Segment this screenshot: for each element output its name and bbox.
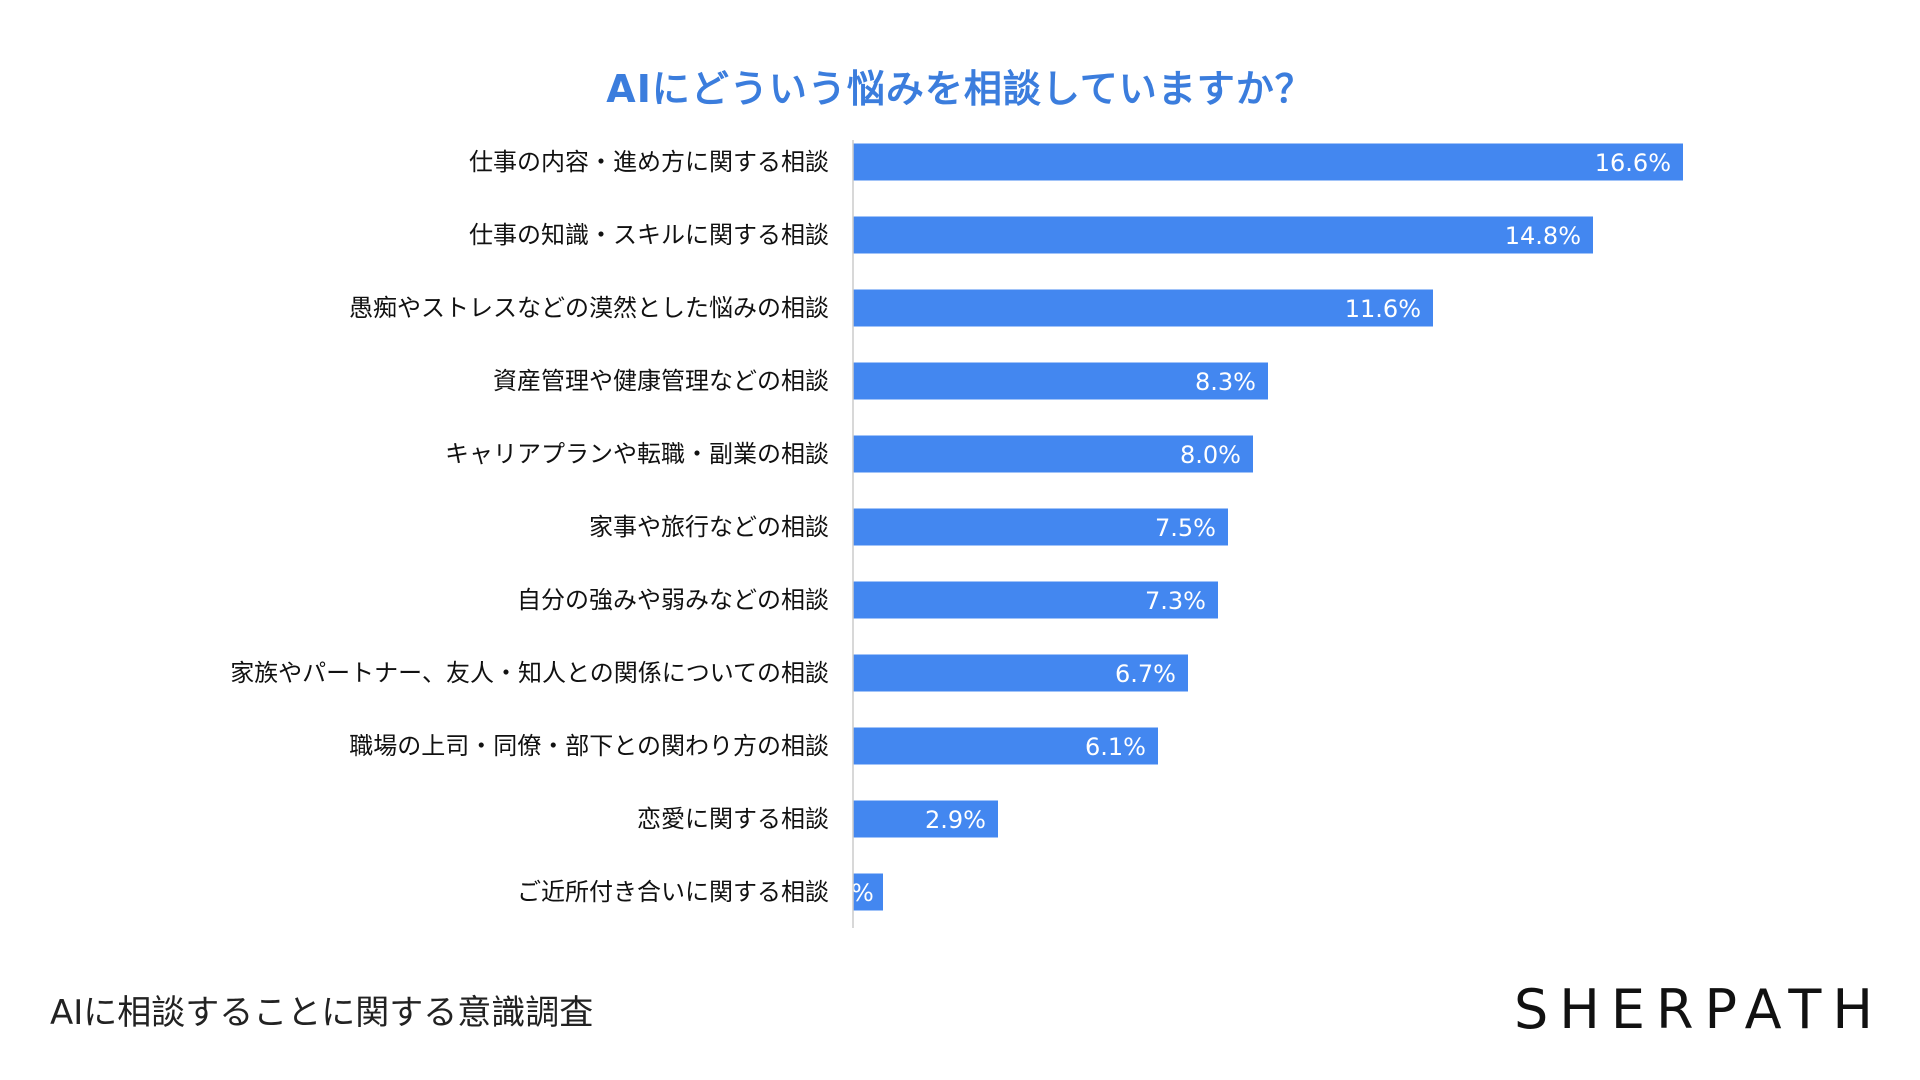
category-label: 自分の強みや弱みなどの相談: [517, 586, 829, 614]
value-label: 2.9%: [925, 806, 986, 834]
value-label: %: [851, 879, 874, 907]
bar: [853, 362, 1268, 400]
value-label: 16.6%: [1595, 149, 1671, 177]
value-label: 7.5%: [1155, 514, 1216, 542]
value-label: 7.3%: [1145, 587, 1206, 615]
value-label: 6.1%: [1085, 733, 1146, 761]
bar: [853, 800, 998, 838]
category-label: キャリアプランや転職・副業の相談: [445, 440, 829, 468]
bar: [853, 727, 1158, 765]
bar: [853, 508, 1228, 546]
bar: [853, 216, 1593, 254]
category-label: 恋愛に関する相談: [637, 805, 829, 833]
value-label: 11.6%: [1345, 295, 1421, 323]
value-label: 6.7%: [1115, 660, 1176, 688]
survey-name: AIに相談することに関する意識調査: [50, 993, 594, 1033]
value-label: 14.8%: [1505, 222, 1581, 250]
category-label: 職場の上司・同僚・部下との関わり方の相談: [349, 732, 829, 760]
category-label: 家事や旅行などの相談: [589, 513, 829, 541]
bar: [853, 435, 1253, 473]
category-label: 仕事の知識・スキルに関する相談: [469, 221, 829, 249]
bar: [853, 581, 1218, 619]
chart-title: AIにどういう悩みを相談していますか？: [606, 67, 1314, 111]
bar: [853, 143, 1683, 181]
category-label: 愚痴やストレスなどの漠然とした悩みの相談: [349, 294, 829, 322]
value-label: 8.0%: [1180, 441, 1241, 469]
category-label: 仕事の内容・進め方に関する相談: [469, 148, 829, 176]
value-label: 8.3%: [1195, 368, 1256, 396]
category-label: 家族やパートナー、友人・知人との関係についての相談: [230, 659, 829, 687]
bar: [853, 873, 883, 911]
brand-logo: SHERPATH: [1514, 978, 1884, 1041]
category-label: ご近所付き合いに関する相談: [517, 878, 829, 906]
category-label: 資産管理や健康管理などの相談: [493, 367, 829, 395]
bar: [853, 654, 1188, 692]
bar: [853, 289, 1433, 327]
